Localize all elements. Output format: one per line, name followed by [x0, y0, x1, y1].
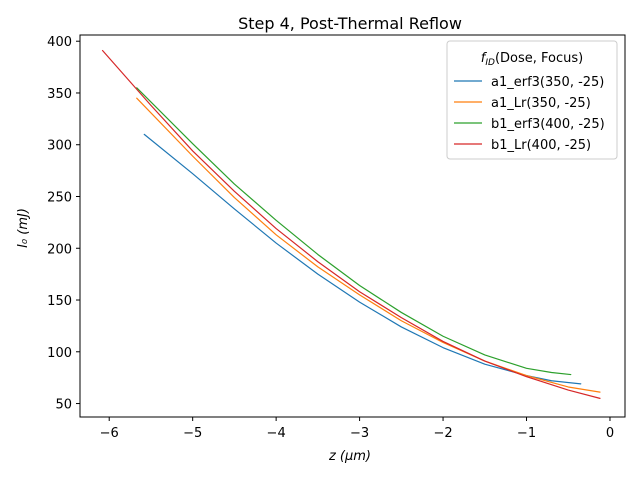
x-tick-label: 0 [606, 426, 614, 441]
y-axis: 50 100 150 200 250 300 350 400 [47, 35, 80, 413]
series-line-b1_erf3(400, -25) [136, 87, 572, 376]
plot-area [101, 49, 601, 399]
y-tick-label: 100 [47, 346, 72, 361]
chart-title: Step 4, Post-Thermal Reflow [238, 14, 462, 33]
series-line-a1_Lr(350, -25) [136, 97, 601, 393]
legend-label: b1_Lr(400, -25) [491, 138, 591, 153]
y-tick-label: 400 [47, 35, 72, 50]
x-tick-label: −3 [350, 426, 369, 441]
legend-items: a1_erf3(350, -25) a1_Lr(350, -25) b1_erf3(… [454, 75, 605, 153]
series-line-a1_erf3(350, -25) [143, 133, 582, 385]
legend: fID(Dose, Focus) a1_erf3(350, -25) a1_Lr(… [446, 40, 618, 160]
x-tick-label: −4 [267, 426, 286, 441]
x-tick-label: −1 [517, 426, 536, 441]
x-tick-label: −2 [433, 426, 452, 441]
x-tick-label: −6 [100, 426, 119, 441]
axes-frame [79, 34, 626, 418]
y-tick-label: 50 [55, 398, 72, 413]
legend-label: a1_erf3(350, -25) [491, 75, 604, 90]
legend-label: a1_Lr(350, -25) [491, 96, 591, 111]
y-tick-label: 350 [47, 87, 72, 102]
legend-box [446, 40, 618, 160]
x-axis: −6 −5 −4 −3 −2 −1 0 [100, 417, 614, 441]
x-axis-label: z (μm) [328, 449, 371, 464]
y-tick-label: 250 [47, 190, 72, 205]
series-line-b1_Lr(400, -25) [101, 49, 601, 399]
x-tick-label: −5 [183, 426, 202, 441]
y-tick-label: 300 [47, 139, 72, 154]
y-tick-label: 200 [47, 242, 72, 257]
y-axis-label: I₀ (mJ) [16, 208, 31, 248]
legend-title: fID(Dose, Focus) [481, 51, 583, 68]
legend-label: b1_erf3(400, -25) [491, 117, 605, 132]
y-tick-label: 150 [47, 294, 72, 309]
